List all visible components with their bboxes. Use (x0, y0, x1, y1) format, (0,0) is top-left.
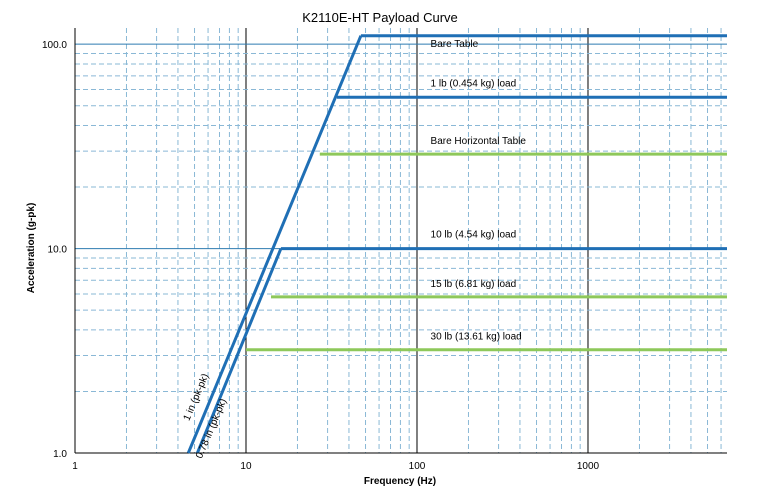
chart-title: K2110E-HT Payload Curve (302, 10, 458, 25)
x-tick-label: 1000 (577, 461, 600, 472)
series-annotation: 10 lb (4.54 kg) load (431, 230, 517, 241)
series-annotation: 15 lb (6.81 kg) load (431, 279, 517, 290)
x-axis-label: Frequency (Hz) (364, 476, 436, 487)
series-annotation: 30 lb (13.61 kg) load (431, 331, 522, 342)
series-annotation: 1 lb (0.454 kg) load (431, 79, 517, 90)
series-annotation: Bare Table (431, 39, 479, 50)
series-line (186, 35, 363, 454)
y-tick-label: 100.0 (42, 40, 67, 51)
plot-area: 1 10 100 1000 1.0 10.0 100.0 Bare Table 1 lb (0.… (42, 28, 727, 472)
x-tick-label: 100 (409, 461, 426, 472)
x-tick-label: 1 (72, 461, 78, 472)
y-axis-label: Acceleration (g-pk) (26, 203, 37, 294)
y-tick-label: 10.0 (48, 245, 68, 256)
y-tick-label: 1.0 (53, 449, 67, 460)
x-tick-label: 10 (240, 461, 252, 472)
series-annotation: 1 in (pk-pk) (182, 372, 212, 422)
series-line (196, 248, 283, 454)
series-annotation: Bare Horizontal Table (431, 136, 527, 147)
